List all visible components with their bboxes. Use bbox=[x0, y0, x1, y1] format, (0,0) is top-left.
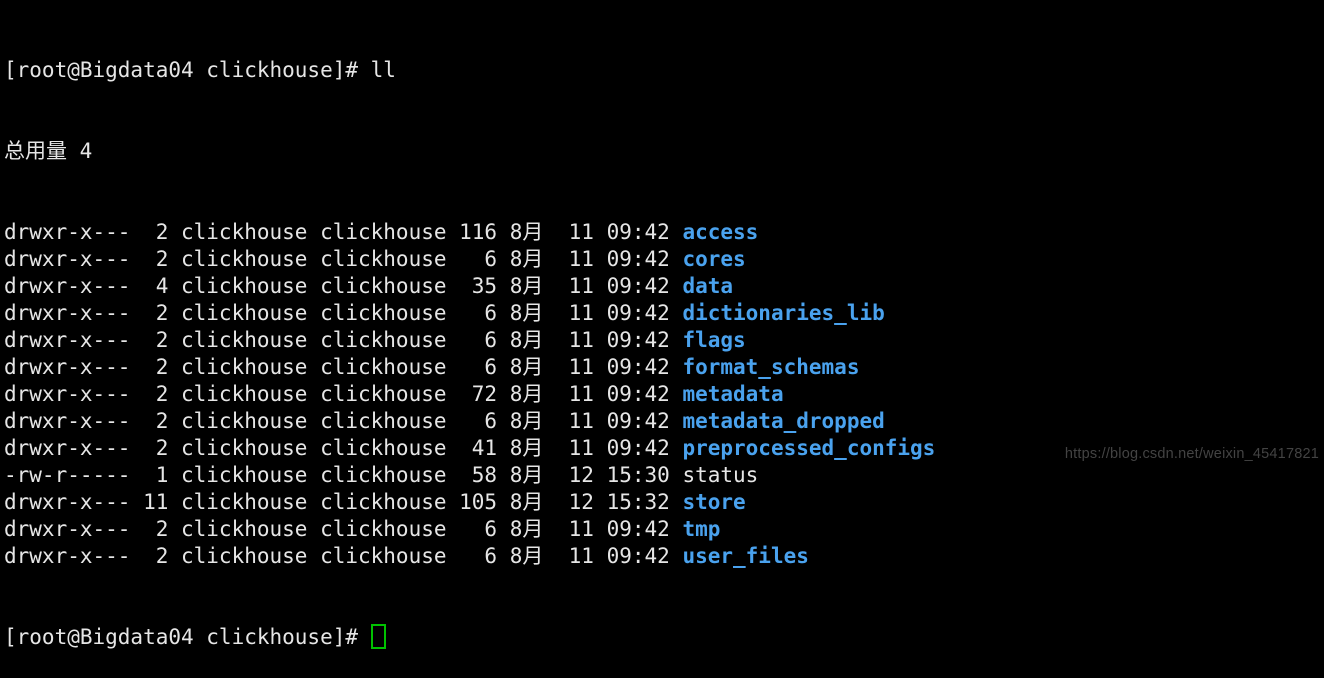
directory-name: access bbox=[682, 220, 759, 244]
directory-name: tmp bbox=[682, 517, 721, 541]
directory-name: format_schemas bbox=[682, 355, 860, 379]
file-row: drwxr-x--- 2 clickhouse clickhouse 72 8月… bbox=[4, 381, 1324, 408]
file-meta: drwxr-x--- 2 clickhouse clickhouse 6 8月 … bbox=[4, 247, 683, 271]
file-row: drwxr-x--- 2 clickhouse clickhouse 6 8月 … bbox=[4, 516, 1324, 543]
terminal-cursor[interactable] bbox=[370, 623, 386, 649]
file-row: drwxr-x--- 2 clickhouse clickhouse 116 8… bbox=[4, 219, 1324, 246]
file-row: -rw-r----- 1 clickhouse clickhouse 58 8月… bbox=[4, 462, 1324, 489]
file-row: drwxr-x--- 4 clickhouse clickhouse 35 8月… bbox=[4, 273, 1324, 300]
file-meta: drwxr-x--- 2 clickhouse clickhouse 6 8月 … bbox=[4, 409, 683, 433]
shell-prompt: [root@Bigdata04 clickhouse]# bbox=[4, 625, 371, 649]
directory-name: metadata bbox=[682, 382, 784, 406]
directory-name: preprocessed_configs bbox=[682, 436, 936, 460]
command-line: [root@Bigdata04 clickhouse]# ll bbox=[4, 57, 1324, 84]
file-row: drwxr-x--- 2 clickhouse clickhouse 6 8月 … bbox=[4, 408, 1324, 435]
file-row: drwxr-x--- 2 clickhouse clickhouse 6 8月 … bbox=[4, 246, 1324, 273]
directory-name: dictionaries_lib bbox=[682, 301, 885, 325]
file-row: drwxr-x--- 2 clickhouse clickhouse 6 8月 … bbox=[4, 354, 1324, 381]
file-meta: -rw-r----- 1 clickhouse clickhouse 58 8月… bbox=[4, 463, 683, 487]
file-meta: drwxr-x--- 2 clickhouse clickhouse 72 8月… bbox=[4, 382, 683, 406]
file-row: drwxr-x--- 2 clickhouse clickhouse 41 8月… bbox=[4, 435, 1324, 462]
total-line: 总用量 4 bbox=[4, 139, 93, 163]
shell-prompt: [root@Bigdata04 clickhouse]# bbox=[4, 58, 371, 82]
file-row: drwxr-x--- 11 clickhouse clickhouse 105 … bbox=[4, 489, 1324, 516]
terminal-window[interactable]: [root@Bigdata04 clickhouse]# ll 总用量 4 dr… bbox=[4, 3, 1324, 678]
file-meta: drwxr-x--- 2 clickhouse clickhouse 6 8月 … bbox=[4, 328, 683, 352]
file-meta: drwxr-x--- 2 clickhouse clickhouse 6 8月 … bbox=[4, 355, 683, 379]
directory-name: user_files bbox=[682, 544, 809, 568]
directory-name: cores bbox=[682, 247, 746, 271]
directory-name: flags bbox=[682, 328, 746, 352]
file-meta: drwxr-x--- 2 clickhouse clickhouse 41 8月… bbox=[4, 436, 683, 460]
directory-name: metadata_dropped bbox=[682, 409, 885, 433]
typed-command: ll bbox=[370, 58, 396, 82]
file-meta: drwxr-x--- 11 clickhouse clickhouse 105 … bbox=[4, 490, 683, 514]
file-list: drwxr-x--- 2 clickhouse clickhouse 116 8… bbox=[4, 219, 1324, 570]
file-meta: drwxr-x--- 4 clickhouse clickhouse 35 8月… bbox=[4, 274, 683, 298]
file-row: drwxr-x--- 2 clickhouse clickhouse 6 8月 … bbox=[4, 327, 1324, 354]
file-meta: drwxr-x--- 2 clickhouse clickhouse 116 8… bbox=[4, 220, 683, 244]
file-row: drwxr-x--- 2 clickhouse clickhouse 6 8月 … bbox=[4, 300, 1324, 327]
directory-name: store bbox=[682, 490, 746, 514]
file-meta: drwxr-x--- 2 clickhouse clickhouse 6 8月 … bbox=[4, 301, 683, 325]
directory-name: data bbox=[682, 274, 734, 298]
prompt-line: [root@Bigdata04 clickhouse]# bbox=[4, 623, 1324, 651]
file-row: drwxr-x--- 2 clickhouse clickhouse 6 8月 … bbox=[4, 543, 1324, 570]
file-meta: drwxr-x--- 2 clickhouse clickhouse 6 8月 … bbox=[4, 544, 683, 568]
csdn-watermark: https://blog.csdn.net/weixin_45417821 bbox=[1064, 446, 1319, 462]
file-meta: drwxr-x--- 2 clickhouse clickhouse 6 8月 … bbox=[4, 517, 683, 541]
file-name: status bbox=[682, 463, 759, 487]
